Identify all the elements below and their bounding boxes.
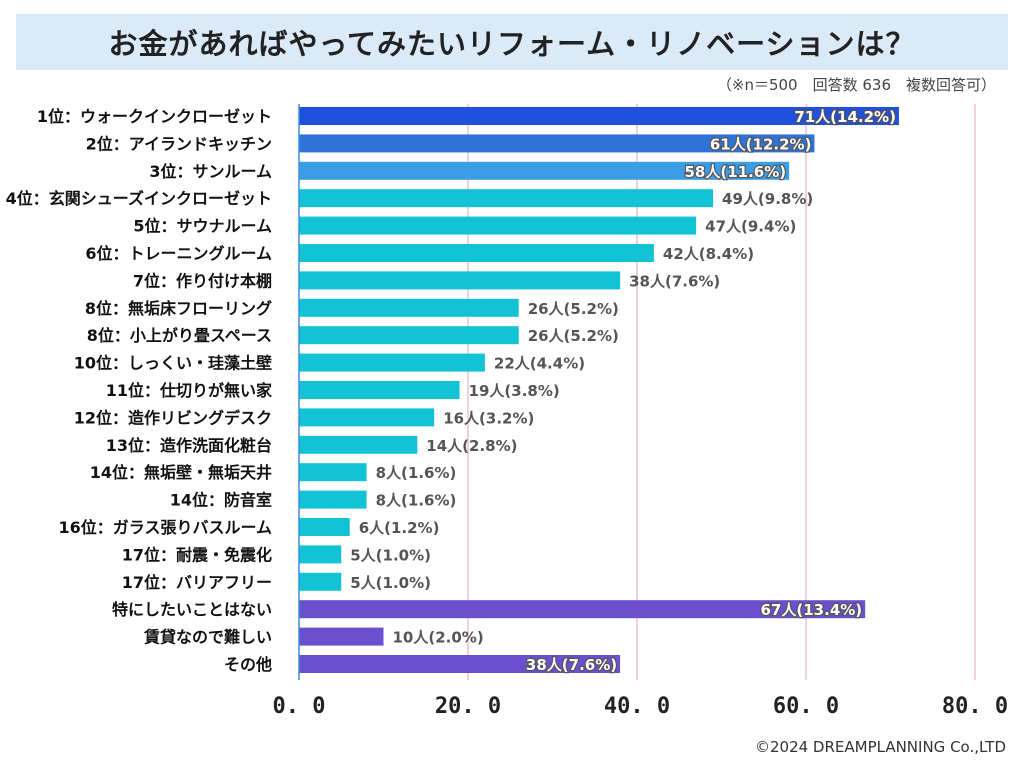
chart-title: お金があればやってみたいリフォーム・リノベーションは？ xyxy=(108,27,916,61)
bar-20 xyxy=(299,627,384,646)
title-banner: お金があればやってみたいリフォーム・リノベーションは？ xyxy=(16,14,1008,70)
category-label-21: その他 xyxy=(224,655,272,674)
category-label-11: 11位：仕切りが無い家 xyxy=(106,381,273,400)
x-tick-label-0: 0. 0 xyxy=(273,694,326,719)
category-label-3: 3位：サンルーム xyxy=(149,162,272,181)
category-label-9: 8位：小上がり畳スペース xyxy=(87,326,272,345)
bar-1 xyxy=(299,107,899,125)
sample-note: （※n＝500 回答数 636 複数回答可） xyxy=(716,76,996,94)
value-label-4: 49人(9.8%) xyxy=(722,190,813,208)
value-label-13: 14人(2.8%) xyxy=(426,437,517,455)
value-label-15: 8人(1.6%) xyxy=(376,492,457,510)
x-tick-label-2: 40. 0 xyxy=(604,694,670,719)
x-tick-label-4: 80. 0 xyxy=(942,694,1008,719)
copyright-footer: ©2024 DREAMPLANNING Co.,LTD xyxy=(754,738,1006,756)
bar-9 xyxy=(299,326,519,345)
category-label-2: 2位：アイランドキッチン xyxy=(86,134,272,153)
category-label-17: 17位：耐震・免震化 xyxy=(122,545,272,564)
value-label-19: 67人(13.4%) xyxy=(761,601,863,619)
bar-16 xyxy=(299,518,350,536)
category-label-5: 5位：サウナルーム xyxy=(133,217,272,236)
value-label-2: 61人(12.2%) xyxy=(710,135,812,153)
bar-17 xyxy=(299,545,342,564)
bar-13 xyxy=(299,435,418,454)
bar-2 xyxy=(299,134,815,153)
category-label-6: 6位：トレーニングルーム xyxy=(85,244,272,263)
category-label-13: 13位：造作洗面化粧台 xyxy=(106,436,272,455)
bar-6 xyxy=(299,244,654,262)
category-label-12: 12位：造作リビングデスク xyxy=(74,408,272,427)
x-tick-label-3: 60. 0 xyxy=(773,694,839,719)
category-label-8: 8位：無垢床フローリング xyxy=(85,299,272,318)
bar-15 xyxy=(299,490,367,509)
category-label-10: 10位：しっくい・珪藻土壁 xyxy=(74,354,272,373)
value-label-14: 8人(1.6%) xyxy=(376,464,457,482)
bar-8 xyxy=(299,298,519,317)
value-label-8: 26人(5.2%) xyxy=(528,300,619,318)
category-label-20: 賃貸なので難しい xyxy=(143,628,272,647)
bar-18 xyxy=(299,572,342,591)
value-label-12: 16人(3.2%) xyxy=(443,409,534,427)
value-label-7: 38人(7.6%) xyxy=(629,272,720,290)
bar-3 xyxy=(299,161,790,180)
category-label-4: 4位：玄関シューズインクローゼット xyxy=(6,189,272,208)
value-label-21: 38人(7.6%) xyxy=(526,656,617,674)
bar-21 xyxy=(299,655,621,673)
value-label-6: 42人(8.4%) xyxy=(663,245,754,263)
value-label-11: 19人(3.8%) xyxy=(469,382,560,400)
category-label-18: 17位：バリアフリー xyxy=(122,573,272,592)
bar-10 xyxy=(299,353,485,372)
category-label-16: 16位：ガラス張りバスルーム xyxy=(59,518,272,537)
category-label-14: 14位：無垢壁・無垢天井 xyxy=(90,463,272,482)
value-label-10: 22人(4.4%) xyxy=(494,355,585,373)
bar-5 xyxy=(299,216,697,235)
bar-7 xyxy=(299,271,621,290)
bar-19 xyxy=(299,600,866,619)
bar-12 xyxy=(299,408,435,427)
value-label-16: 6人(1.2%) xyxy=(359,519,440,537)
bar-4 xyxy=(299,189,714,208)
value-label-20: 10人(2.0%) xyxy=(393,629,484,647)
category-label-1: 1位：ウォークインクローゼット xyxy=(37,107,272,126)
bar-11 xyxy=(299,381,460,399)
value-label-9: 26人(5.2%) xyxy=(528,327,619,345)
value-label-18: 5人(1.0%) xyxy=(350,574,431,592)
category-label-7: 7位：作り付け本棚 xyxy=(133,271,272,290)
x-tick-label-1: 20. 0 xyxy=(435,694,501,719)
value-label-3: 58人(11.6%) xyxy=(684,163,786,181)
value-label-5: 47人(9.4%) xyxy=(705,218,796,236)
value-label-17: 5人(1.0%) xyxy=(350,546,431,564)
bar-14 xyxy=(299,463,367,482)
category-label-19: 特にしたいことはない xyxy=(112,600,272,619)
value-label-1: 71人(14.2%) xyxy=(794,108,896,126)
category-label-15: 14位：防音室 xyxy=(170,491,272,510)
